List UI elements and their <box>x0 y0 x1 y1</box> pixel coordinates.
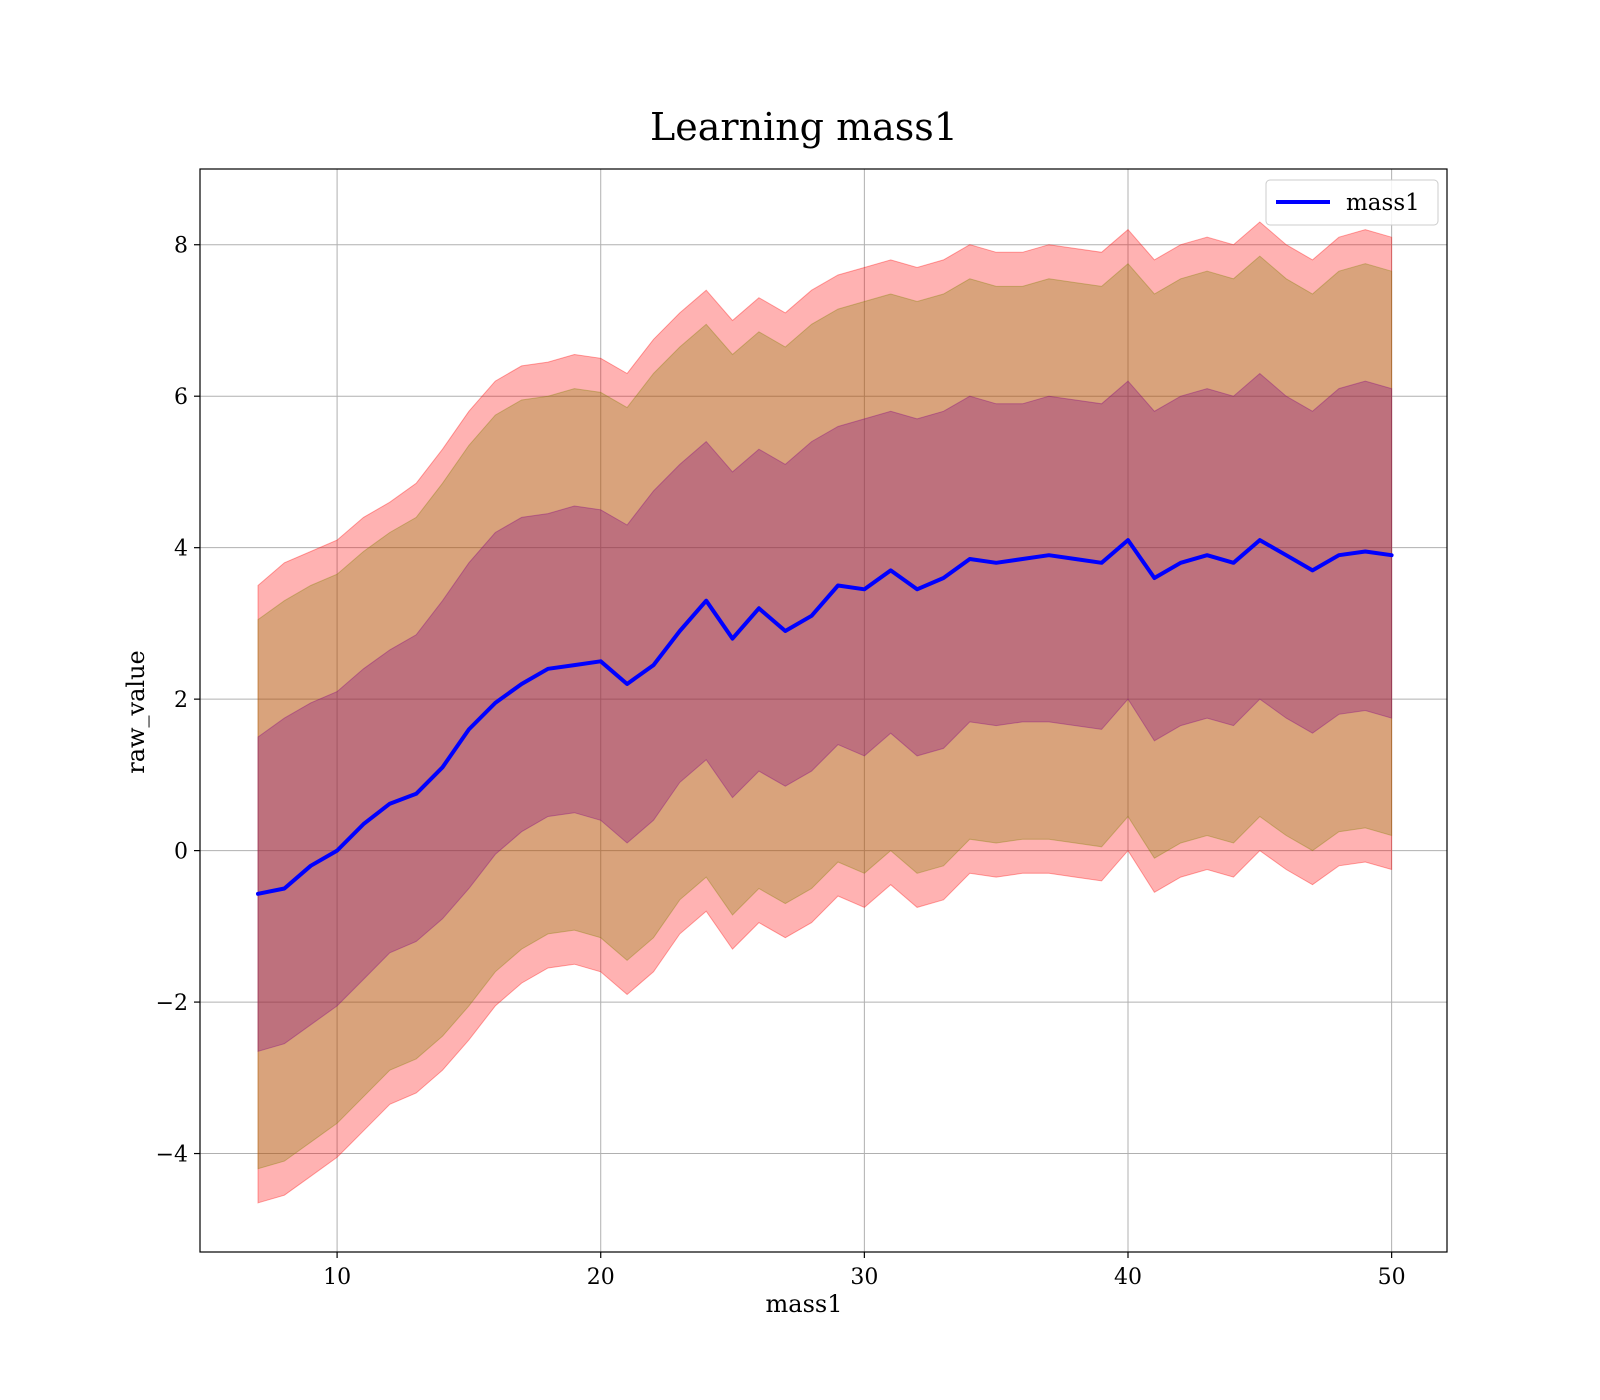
x-tick-label: 50 <box>1378 1265 1406 1290</box>
y-tick-label: 2 <box>174 688 188 713</box>
x-axis-label: mass1 <box>766 1290 843 1318</box>
legend-label-mass1: mass1 <box>1346 190 1420 216</box>
plot-frame <box>199 168 1448 1253</box>
ticks: 10 20 30 40 50 −4 −2 0 2 4 6 8 <box>156 234 1406 1290</box>
x-tick-label: 30 <box>850 1265 878 1290</box>
series-line-mass1 <box>256 538 1394 896</box>
y-tick-label: 8 <box>174 234 188 259</box>
series-lines <box>256 538 1394 896</box>
legend: mass1 <box>1265 179 1439 226</box>
x-tick-label: 20 <box>587 1265 615 1290</box>
band-2 <box>257 372 1393 1052</box>
y-tick-label: −2 <box>156 991 188 1016</box>
y-tick-label: 4 <box>174 537 188 562</box>
y-axis-label: raw_value <box>122 650 150 774</box>
x-tick-label: 10 <box>323 1265 351 1290</box>
legend-box <box>1265 179 1439 226</box>
y-tick-label: 6 <box>174 385 188 410</box>
band-0 <box>257 221 1393 1204</box>
y-tick-label: 0 <box>174 840 188 865</box>
chart-title: Learning mass1 <box>650 105 958 149</box>
confidence-bands <box>257 221 1393 1204</box>
grid <box>200 169 1447 1252</box>
band-1 <box>257 255 1393 1170</box>
y-tick-label: −4 <box>156 1143 188 1168</box>
x-tick-label: 40 <box>1114 1265 1142 1290</box>
